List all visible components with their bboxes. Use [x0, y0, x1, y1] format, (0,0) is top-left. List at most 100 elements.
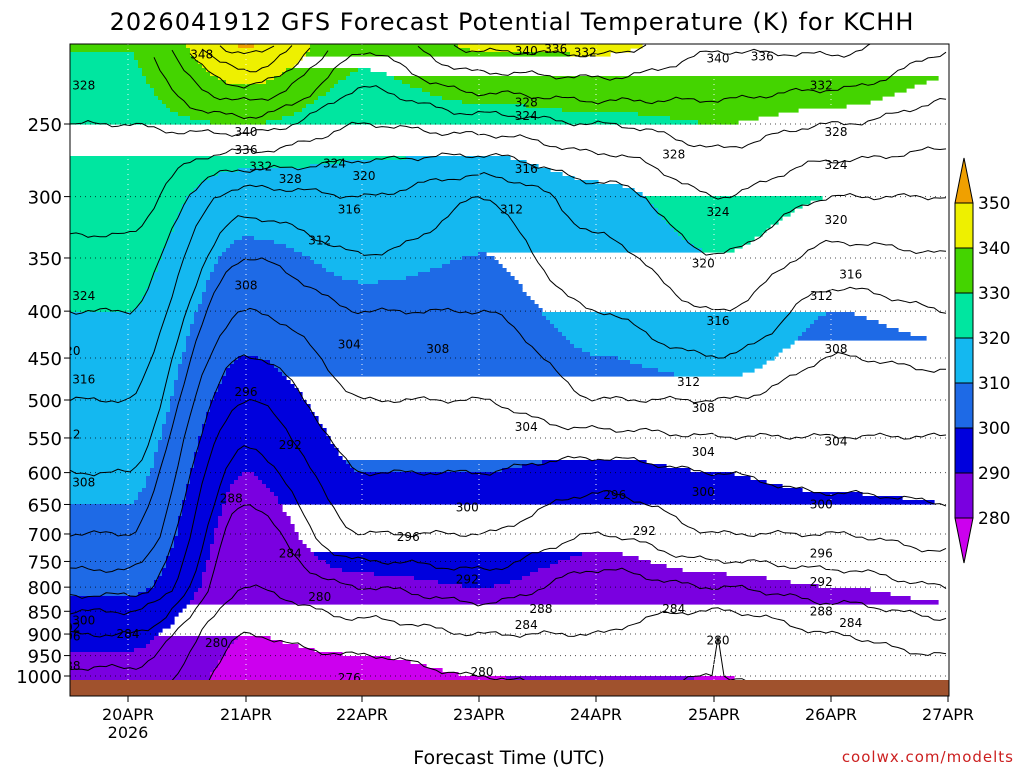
theta-fill-cell [70, 256, 163, 261]
theta-fill-cell [70, 264, 159, 269]
theta-fill-cell [70, 348, 187, 353]
theta-fill-cell [186, 196, 647, 201]
contour-label: 304 [338, 338, 361, 352]
theta-fill-cell [238, 476, 259, 481]
contour-label: 280 [205, 636, 228, 650]
theta-fill-cell [222, 376, 287, 381]
theta-fill-cell [238, 168, 551, 173]
credit-link[interactable]: coolwx.com/modelts [842, 748, 1014, 766]
theta-fill-cell [214, 392, 303, 397]
theta-fill-cell [70, 340, 187, 345]
theta-fill-cell [166, 104, 307, 109]
theta-contour-292 [70, 445, 947, 638]
theta-fill-cell [302, 252, 479, 257]
theta-fill-cell [202, 432, 327, 437]
theta-fill-cell [166, 564, 207, 569]
theta-fill-cell [254, 472, 735, 477]
theta-fill-cell [570, 340, 795, 345]
theta-fill-cell [270, 488, 803, 493]
theta-fill-cell [690, 240, 751, 245]
contour-label: 312 [500, 203, 523, 217]
theta-fill-cell [194, 592, 891, 597]
theta-fill-cell [70, 48, 191, 53]
theta-fill-cell [194, 456, 343, 461]
theta-fill-cell [190, 52, 307, 57]
theta-fill-cell [70, 516, 179, 521]
theta-fill-cell [146, 484, 187, 489]
theta-fill-cell [174, 388, 219, 393]
theta-fill-cell [174, 380, 223, 385]
theta-fill-cell [562, 332, 803, 337]
contour-label: 316 [72, 373, 95, 387]
contour-label: 292 [58, 620, 81, 634]
theta-fill-cell [158, 96, 319, 101]
theta-fill-cell [306, 104, 527, 109]
theta-fill-cell [70, 52, 135, 57]
theta-fill-cell [222, 252, 303, 257]
theta-fill-cell [542, 312, 827, 317]
theta-fill-cell [422, 88, 907, 93]
theta-fill-cell [194, 312, 543, 317]
theta-fill-cell [210, 408, 311, 413]
theta-fill-cell [70, 272, 155, 277]
theta-fill-cell [546, 316, 819, 321]
theta-fill-cell [810, 324, 887, 329]
theta-fill-cell [210, 552, 315, 557]
contour-label: 320 [58, 344, 81, 358]
theta-fill-cell [146, 476, 191, 481]
theta-fill-cell [138, 592, 195, 597]
theta-fill-cell [282, 72, 351, 77]
theta-fill-cell [218, 520, 291, 525]
theta-fill-cell [70, 664, 219, 669]
theta-fill-cell [166, 416, 207, 421]
theta-fill-cell [146, 480, 191, 485]
theta-fill-cell [170, 552, 211, 557]
theta-fill-cell [170, 396, 215, 401]
theta-fill-cell [202, 424, 323, 429]
contour-label: 296 [235, 385, 258, 399]
theta-fill-cell [558, 560, 651, 565]
theta-fill-cell [70, 404, 171, 409]
theta-fill-cell [350, 464, 523, 469]
theta-fill-cell [218, 172, 563, 177]
y-tick-label: 900 [28, 625, 62, 646]
theta-fill-cell [582, 552, 623, 557]
theta-fill-cell [574, 344, 791, 349]
theta-fill-cell [70, 308, 135, 313]
theta-fill-cell [334, 272, 419, 277]
theta-fill-cell [630, 360, 767, 365]
theta-fill-cell [342, 568, 539, 573]
theta-fill-cell [322, 264, 443, 269]
contour-label: 320 [353, 169, 376, 183]
theta-fill-cell [378, 280, 519, 285]
theta-fill-cell [174, 228, 675, 233]
theta-fill-cell [70, 100, 163, 105]
colorbar: 280 290 300 310 320 330 340 350 [954, 157, 1010, 564]
contour-label: 312 [58, 427, 81, 441]
theta-fill-cell [70, 372, 179, 377]
theta-fill-cell [310, 164, 539, 169]
contour-label: 300 [456, 501, 479, 515]
theta-fill-cell [70, 108, 171, 113]
theta-fill-cell [806, 328, 899, 333]
contour-label: 320 [692, 257, 715, 271]
theta-fill-cell [70, 640, 151, 645]
theta-fill-cell [542, 460, 647, 465]
theta-fill-cell [326, 92, 431, 97]
theta-contour-288 [70, 504, 947, 671]
theta-fill-cell [158, 268, 215, 273]
theta-fill-cell [210, 404, 311, 409]
theta-fill-cell [202, 64, 295, 69]
theta-fill-cell [70, 672, 211, 677]
theta-fill-cell [206, 284, 523, 289]
theta-fill-cell [70, 560, 167, 565]
theta-fill-cell [214, 396, 303, 401]
colorbar-band [954, 292, 974, 339]
theta-fill-cell [210, 272, 335, 277]
contour-label: 296 [397, 530, 420, 544]
y-tick-label: 1000 [16, 667, 62, 688]
theta-fill-cell [70, 424, 163, 429]
theta-fill-cell [70, 320, 195, 325]
theta-fill-cell [162, 572, 203, 577]
theta-fill-cell [150, 280, 207, 285]
